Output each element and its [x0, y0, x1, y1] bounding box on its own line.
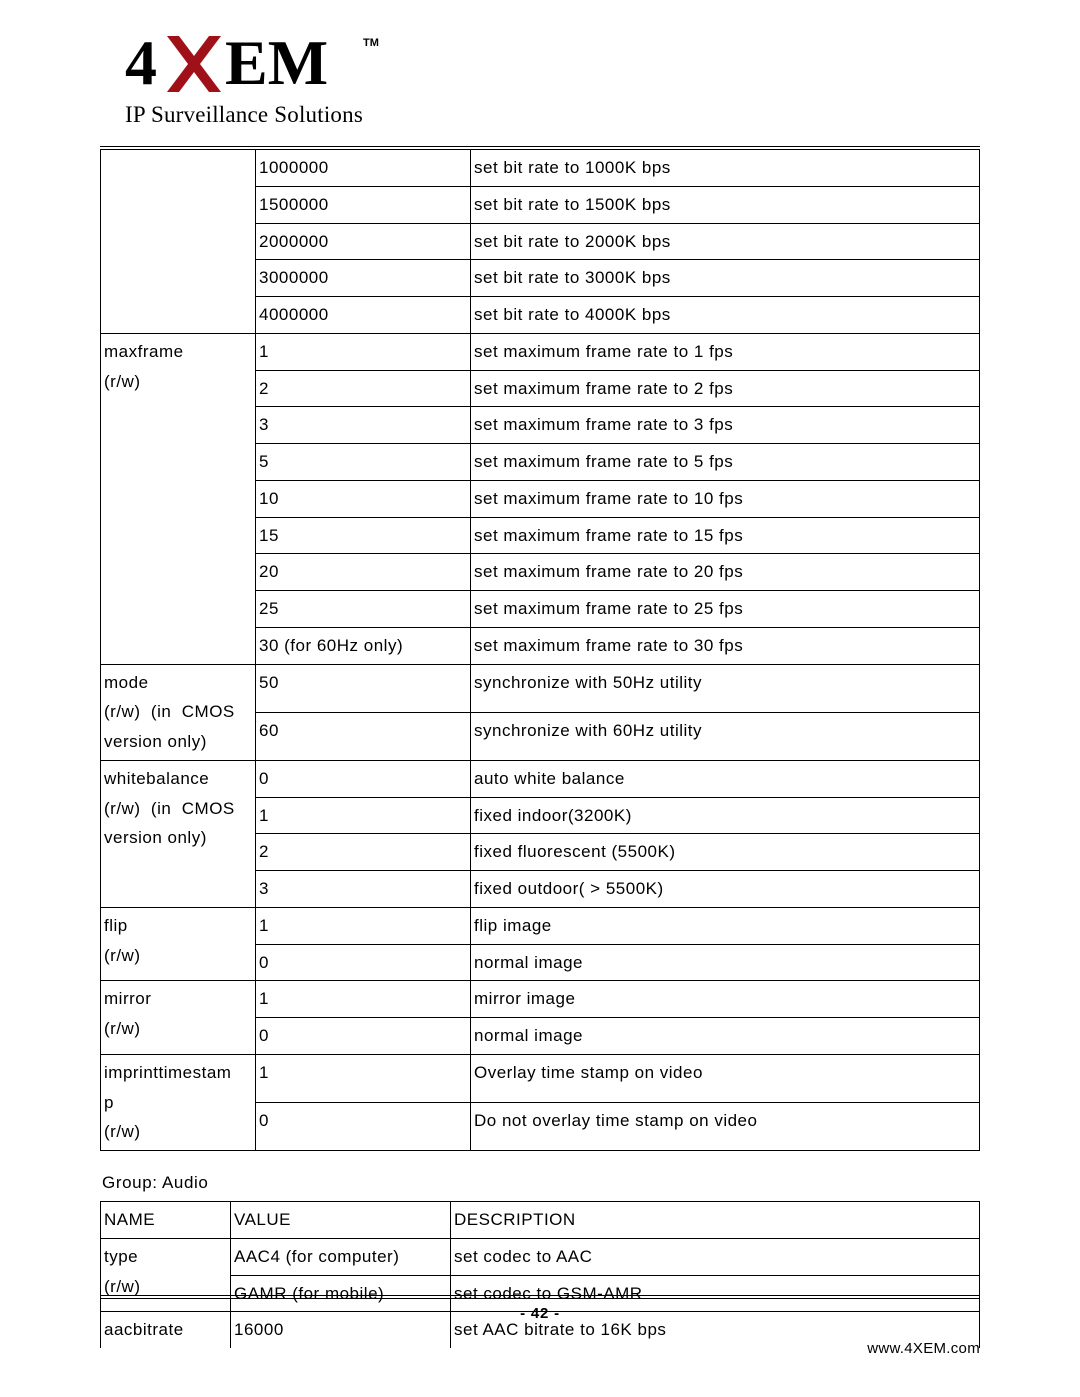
table-header-row: NAMEVALUEDESCRIPTION: [101, 1202, 980, 1239]
param-desc-cell: set maximum frame rate to 2 fps: [471, 370, 980, 407]
bottom-double-rule: [100, 1295, 980, 1299]
param-desc-cell: set maximum frame rate to 20 fps: [471, 554, 980, 591]
param-value-cell: 1: [256, 907, 471, 944]
param-desc-cell: fixed fluorescent (5500K): [471, 834, 980, 871]
param-value-cell: 2: [256, 834, 471, 871]
param-name-cell: mode(r/w) (in CMOSversion only): [101, 664, 256, 760]
brand-header: 4 EM TM IP Surveillance Solutions: [125, 30, 980, 128]
param-desc-cell: set maximum frame rate to 10 fps: [471, 480, 980, 517]
param-desc-cell: mirror image: [471, 981, 980, 1018]
svg-text:4: 4: [125, 30, 157, 98]
param-name-cell: [101, 150, 256, 333]
table-row: whitebalance(r/w) (in CMOSversion only)0…: [101, 760, 980, 797]
param-desc-cell: auto white balance: [471, 760, 980, 797]
param-value-cell: 3000000: [256, 260, 471, 297]
param-value-cell: AAC4 (for computer): [231, 1238, 451, 1275]
param-value-cell: 1: [256, 981, 471, 1018]
param-name-cell: imprinttimestamp(r/w): [101, 1054, 256, 1150]
param-desc-cell: set maximum frame rate to 30 fps: [471, 627, 980, 664]
param-desc-cell: set maximum frame rate to 15 fps: [471, 517, 980, 554]
param-value-cell: 25: [256, 591, 471, 628]
param-desc-cell: set bit rate to 2000K bps: [471, 223, 980, 260]
param-desc-cell: set maximum frame rate to 1 fps: [471, 333, 980, 370]
param-desc-cell: flip image: [471, 907, 980, 944]
tm-mark: TM: [363, 37, 379, 49]
param-desc-cell: Overlay time stamp on video: [471, 1054, 980, 1102]
param-value-cell: 0: [256, 1102, 471, 1150]
table-row: mode(r/w) (in CMOSversion only)50synchro…: [101, 664, 980, 712]
param-desc-cell: set maximum frame rate to 25 fps: [471, 591, 980, 628]
group-audio-label: Group: Audio: [102, 1173, 980, 1193]
table-row: flip(r/w)1flip image: [101, 907, 980, 944]
param-value-cell: 2: [256, 370, 471, 407]
param-desc-cell: set bit rate to 1500K bps: [471, 186, 980, 223]
param-desc-cell: set bit rate to 1000K bps: [471, 150, 980, 186]
footer-site-url: www.4XEM.com: [100, 1340, 980, 1357]
param-desc-cell: normal image: [471, 944, 980, 981]
param-value-cell: 1: [256, 797, 471, 834]
param-value-cell: 1500000: [256, 186, 471, 223]
svg-text:EM: EM: [225, 30, 328, 98]
header-value: VALUE: [231, 1202, 451, 1239]
param-desc-cell: Do not overlay time stamp on video: [471, 1102, 980, 1150]
table-row: imprinttimestamp(r/w)1Overlay time stamp…: [101, 1054, 980, 1102]
param-name-cell: flip(r/w): [101, 907, 256, 981]
param-desc-cell: set maximum frame rate to 5 fps: [471, 444, 980, 481]
brand-tagline: IP Surveillance Solutions: [125, 102, 980, 128]
param-desc-cell: fixed indoor(3200K): [471, 797, 980, 834]
param-value-cell: 0: [256, 1018, 471, 1055]
param-value-cell: 3: [256, 871, 471, 908]
param-desc-cell: set codec to AAC: [451, 1238, 980, 1275]
param-value-cell: 0: [256, 944, 471, 981]
table-row: mirror(r/w)1mirror image: [101, 981, 980, 1018]
param-desc-cell: synchronize with 60Hz utility: [471, 712, 980, 760]
param-name-cell: maxframe(r/w): [101, 333, 256, 664]
table-row: 1000000set bit rate to 1000K bps: [101, 150, 980, 186]
page-number: - 42 -: [100, 1305, 980, 1322]
param-value-cell: 5: [256, 444, 471, 481]
table-row: type(r/w)AAC4 (for computer)set codec to…: [101, 1238, 980, 1275]
param-value-cell: 15: [256, 517, 471, 554]
param-value-cell: 50: [256, 664, 471, 712]
param-value-cell: 60: [256, 712, 471, 760]
brand-logo: 4 EM TM: [125, 30, 385, 100]
page-footer: - 42 - www.4XEM.com: [100, 1295, 980, 1357]
param-desc-cell: set bit rate to 4000K bps: [471, 297, 980, 334]
header-description: DESCRIPTION: [451, 1202, 980, 1239]
parameters-table-1: 1000000set bit rate to 1000K bps1500000s…: [100, 150, 980, 1151]
param-value-cell: 20: [256, 554, 471, 591]
param-value-cell: 1000000: [256, 150, 471, 186]
param-desc-cell: synchronize with 50Hz utility: [471, 664, 980, 712]
param-desc-cell: set maximum frame rate to 3 fps: [471, 407, 980, 444]
table-row: maxframe(r/w)1set maximum frame rate to …: [101, 333, 980, 370]
param-value-cell: 1: [256, 1054, 471, 1102]
param-value-cell: 2000000: [256, 223, 471, 260]
param-name-cell: mirror(r/w): [101, 981, 256, 1055]
param-name-cell: whitebalance(r/w) (in CMOSversion only): [101, 760, 256, 907]
param-desc-cell: normal image: [471, 1018, 980, 1055]
param-desc-cell: fixed outdoor( > 5500K): [471, 871, 980, 908]
param-value-cell: 30 (for 60Hz only): [256, 627, 471, 664]
param-desc-cell: set bit rate to 3000K bps: [471, 260, 980, 297]
param-value-cell: 3: [256, 407, 471, 444]
header-name: NAME: [101, 1202, 231, 1239]
param-value-cell: 0: [256, 760, 471, 797]
param-value-cell: 10: [256, 480, 471, 517]
document-page: 4 EM TM IP Surveillance Solutions 100000…: [0, 0, 1080, 1397]
param-value-cell: 4000000: [256, 297, 471, 334]
param-value-cell: 1: [256, 333, 471, 370]
